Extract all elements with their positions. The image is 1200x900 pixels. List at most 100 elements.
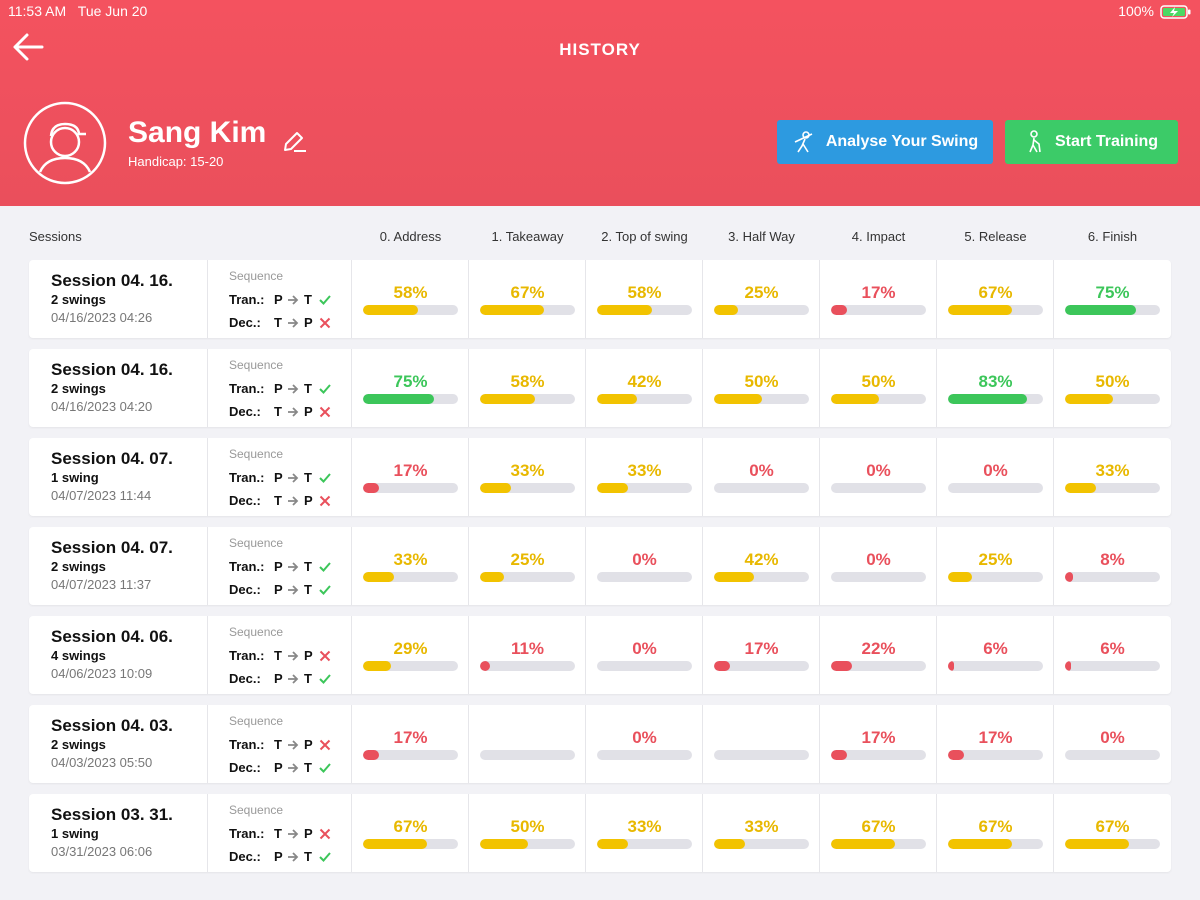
- percent-label: 17%: [393, 461, 428, 480]
- session-row[interactable]: Session 04. 03. 2 swings 04/03/2023 05:50 S…: [29, 705, 1171, 783]
- progress-track: [1065, 483, 1160, 493]
- progress-fill: [1065, 305, 1137, 315]
- sequence-to: T: [304, 849, 312, 864]
- separator: [1053, 260, 1054, 338]
- progress-fill: [1065, 483, 1097, 493]
- progress-fill: [714, 572, 754, 582]
- separator: [819, 705, 820, 783]
- arrow-icon: [288, 318, 299, 328]
- arrow-icon: [288, 651, 299, 661]
- back-button[interactable]: [12, 32, 44, 62]
- progress-fill: [714, 661, 731, 671]
- separator: [351, 349, 352, 427]
- cross: [319, 406, 331, 418]
- session-row[interactable]: Session 04. 16. 2 swings 04/16/2023 04:20 S…: [29, 349, 1171, 427]
- sequence-key: Tran.:: [229, 559, 265, 574]
- separator: [936, 349, 937, 427]
- progress-fill: [480, 305, 544, 315]
- analyse-icon: [794, 131, 813, 153]
- sequence-label: Sequence: [229, 536, 284, 550]
- progress-track: [1065, 572, 1160, 582]
- sequence-to: P: [304, 648, 313, 663]
- session-title: Session 04. 03.: [51, 716, 173, 735]
- separator: [585, 260, 586, 338]
- arrow-icon: [288, 852, 299, 862]
- train-button[interactable]: Start Training: [1005, 120, 1178, 164]
- cross-icon: [319, 405, 331, 423]
- progress-fill: [714, 305, 738, 315]
- progress-track: [1065, 394, 1160, 404]
- progress-fill: [480, 661, 491, 671]
- separator: [207, 438, 208, 516]
- sequence-key: Dec.:: [229, 582, 261, 597]
- percent-label: 25%: [978, 550, 1013, 569]
- progress-fill: [363, 750, 380, 760]
- percent-label: 25%: [744, 283, 779, 302]
- progress-fill: [714, 839, 746, 849]
- analyse-button[interactable]: Analyse Your Swing: [777, 120, 993, 164]
- separator: [351, 616, 352, 694]
- arrow: [287, 761, 299, 779]
- percent-label: 17%: [861, 728, 896, 747]
- sequence-from: T: [274, 493, 282, 508]
- sequence-from: P: [274, 292, 283, 307]
- column-header: 4. Impact: [851, 229, 906, 244]
- progress-track: [831, 839, 926, 849]
- sequence-from: T: [274, 826, 282, 841]
- percent-label: 67%: [1095, 817, 1130, 836]
- session-row[interactable]: Session 04. 06. 4 swings 04/06/2023 10:09 S…: [29, 616, 1171, 694]
- sequence-from: P: [274, 849, 283, 864]
- session-date: 03/31/2023 06:06: [51, 844, 153, 859]
- progress-track: [597, 661, 692, 671]
- separator: [585, 349, 586, 427]
- percent-label: 17%: [978, 728, 1013, 747]
- session-row[interactable]: Session 04. 16. 2 swings 04/16/2023 04:26 S…: [29, 260, 1171, 338]
- progress-fill: [948, 750, 965, 760]
- percent-label: 50%: [861, 372, 896, 391]
- percent-label: 75%: [1095, 283, 1130, 302]
- progress-fill: [363, 483, 380, 493]
- progress-fill: [831, 394, 879, 404]
- progress-track: [597, 572, 692, 582]
- sequence-key: Dec.:: [229, 493, 261, 508]
- sequence-key: Tran.:: [229, 826, 265, 841]
- sequence-key: Dec.:: [229, 671, 261, 686]
- sequence-to: P: [304, 404, 313, 419]
- separator: [207, 527, 208, 605]
- sequence-to: P: [304, 315, 313, 330]
- percent-label: 29%: [393, 639, 428, 658]
- separator: [585, 705, 586, 783]
- session-swings: 2 swings: [51, 559, 106, 574]
- sequence-key: Dec.:: [229, 315, 261, 330]
- arrow: [287, 827, 299, 845]
- sequence-label: Sequence: [229, 358, 284, 372]
- status-time: 11:53 AM Tue Jun 20: [8, 3, 147, 19]
- check: [319, 562, 331, 572]
- percent-label: 17%: [393, 728, 428, 747]
- arrow-icon: [288, 585, 299, 595]
- progress-track: [480, 839, 575, 849]
- session-title: Session 03. 31.: [51, 805, 173, 824]
- edit-icon[interactable]: [282, 130, 308, 154]
- session-title: Session 04. 16.: [51, 271, 173, 290]
- progress-fill: [1065, 572, 1073, 582]
- progress-track: [831, 661, 926, 671]
- arrow-icon: [288, 473, 299, 483]
- session-row[interactable]: Session 03. 31. 1 swing 03/31/2023 06:06 Se…: [29, 794, 1171, 872]
- percent-label: 67%: [978, 817, 1013, 836]
- check: [319, 473, 331, 483]
- arrow: [287, 471, 299, 489]
- progress-track: [597, 483, 692, 493]
- separator: [819, 616, 820, 694]
- percent-label: 67%: [978, 283, 1013, 302]
- check-icon: [319, 293, 331, 311]
- session-row[interactable]: Session 04. 07. 2 swings 04/07/2023 11:37 S…: [29, 527, 1171, 605]
- percent-label: 33%: [1095, 461, 1130, 480]
- session-date: 04/06/2023 10:09: [51, 666, 153, 681]
- session-title: Session 04. 07.: [51, 449, 173, 468]
- arrow-icon: [288, 674, 299, 684]
- sequence-from: P: [274, 381, 283, 396]
- session-row[interactable]: Session 04. 07. 1 swing 04/07/2023 11:44 Se…: [29, 438, 1171, 516]
- sequence-from: P: [274, 582, 283, 597]
- progress-track: [363, 305, 458, 315]
